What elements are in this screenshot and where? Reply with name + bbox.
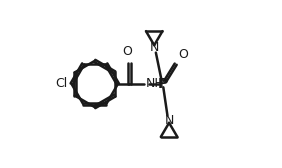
- Text: N: N: [164, 114, 174, 127]
- Text: P: P: [157, 77, 168, 91]
- Text: Cl: Cl: [55, 77, 67, 91]
- Text: O: O: [178, 48, 188, 61]
- Text: O: O: [122, 45, 132, 58]
- Text: N: N: [149, 41, 159, 54]
- Text: NH: NH: [146, 77, 165, 91]
